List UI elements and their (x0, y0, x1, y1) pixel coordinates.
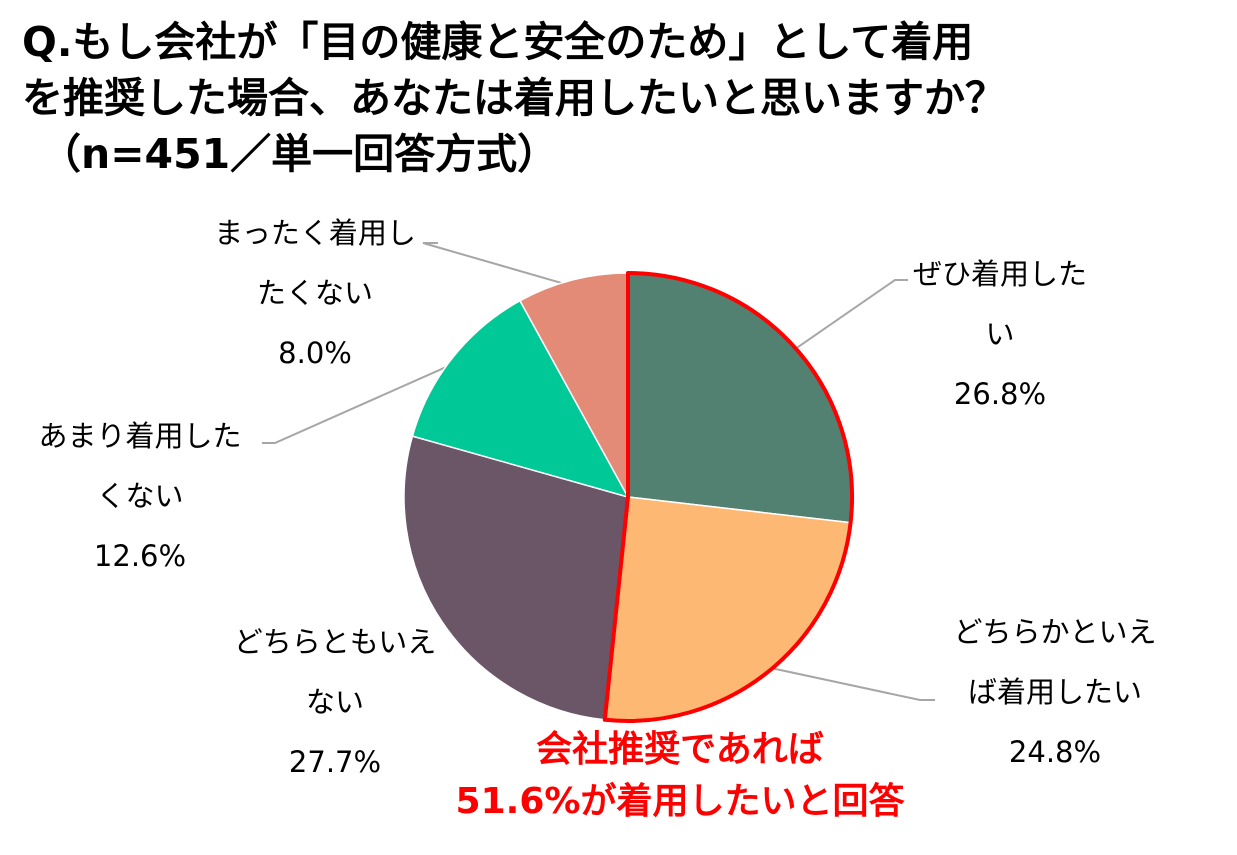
slice-label-line: い (985, 317, 1015, 351)
highlight-note-line-1: 会社推奨であれば (536, 729, 824, 770)
leader-lines (262, 242, 935, 701)
slice-label-line: たくない (256, 276, 373, 310)
slice-value: 8.0% (278, 336, 352, 370)
slice-label-definitely-wear: ぜひ着用した い 26.8% (880, 244, 1120, 424)
slice-definitely-wear (627, 272, 853, 524)
slice-value: 26.8% (953, 377, 1047, 411)
slice-label-rather-not-wear: あまり着用した くない 12.6% (20, 406, 260, 586)
chart-title: Q.もし会社が「目の健康と安全のため」として着用 を推奨した場合、あなたは着用し… (22, 14, 1222, 182)
leader-line (422, 242, 575, 288)
slice-label-line: どちらかといえ (953, 615, 1157, 649)
slice-label-definitely-not-wear: まったく着用し たくない 8.0% (195, 203, 435, 383)
leader-line (789, 279, 908, 354)
title-line-3: （n=451／単一回答方式） (40, 130, 559, 178)
highlight-note: 会社推奨であれば 51.6%が着用したいと回答 (400, 724, 960, 828)
pie-slices (403, 272, 853, 722)
highlight-note-line-2: 51.6%が着用したいと回答 (455, 781, 905, 822)
slice-label-rather-wear: どちらかといえ ば着用したい 24.8% (935, 602, 1175, 782)
title-line-1: Q.もし会社が「目の健康と安全のため」として着用 (22, 18, 974, 66)
leader-line (763, 665, 935, 701)
slice-value: 24.8% (1008, 735, 1102, 769)
slice-label-neither: どちらともいえ ない 27.7% (215, 612, 455, 792)
leader-line (262, 360, 459, 444)
slice-label-line: あまり着用した (38, 419, 242, 453)
slice-label-line: ば着用したい (967, 675, 1142, 709)
slice-value: 27.7% (288, 745, 382, 779)
slice-label-line: どちらともいえ (233, 625, 437, 659)
slice-label-line: くない (96, 479, 184, 513)
slice-label-line: ない (305, 685, 364, 719)
slice-definitely-not-wear (518, 272, 629, 498)
highlight-outline (602, 271, 854, 723)
slice-label-line: ぜひ着用した (912, 257, 1087, 291)
slice-neither (403, 435, 629, 721)
highlight-outline-path (602, 271, 854, 723)
slice-rather-wear (603, 496, 852, 722)
slice-rather-not-wear (411, 299, 630, 499)
slice-label-line: まったく着用し (214, 216, 416, 250)
slice-value: 12.6% (93, 539, 187, 573)
title-line-2: を推奨した場合、あなたは着用したいと思いますか？ (22, 74, 1006, 122)
